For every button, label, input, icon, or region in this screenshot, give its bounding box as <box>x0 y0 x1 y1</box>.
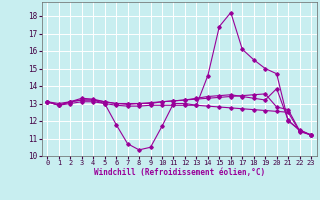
X-axis label: Windchill (Refroidissement éolien,°C): Windchill (Refroidissement éolien,°C) <box>94 168 265 177</box>
